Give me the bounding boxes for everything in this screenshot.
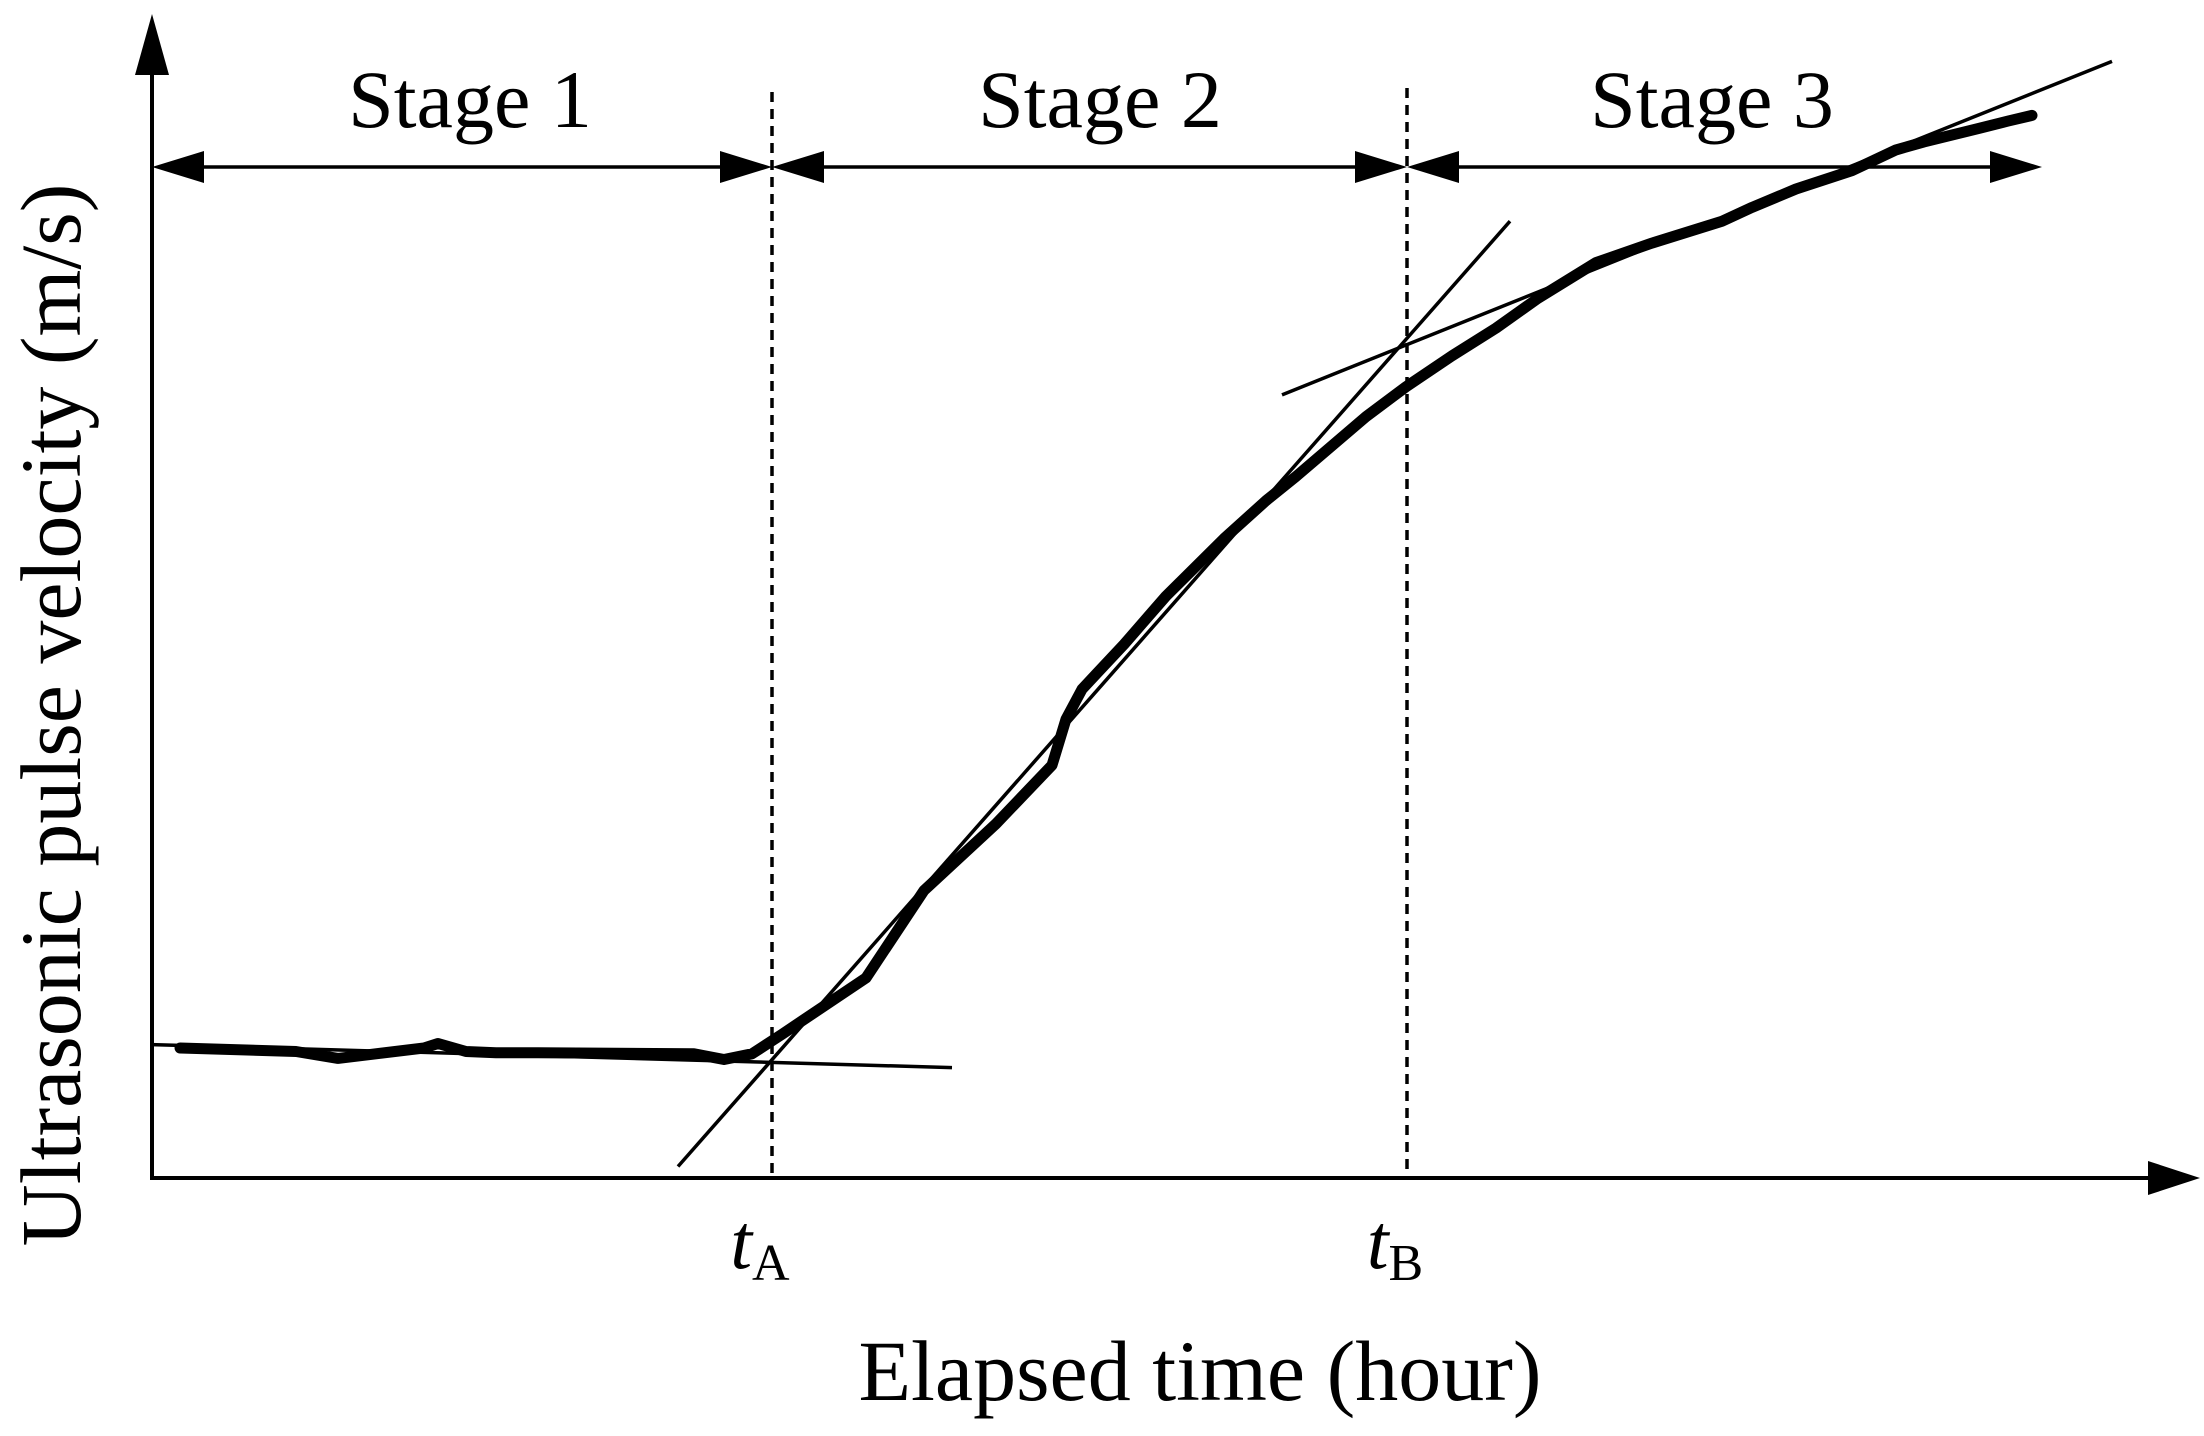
x-axis-arrow-icon (2148, 1161, 2200, 1195)
stage-3-label: Stage 3 (1590, 54, 1834, 145)
y-axis-title: Ultrasonic pulse velocity (m/s) (3, 184, 99, 1247)
fit-lines (151, 59, 2113, 1168)
stage-arrows (152, 151, 2042, 183)
stage-1-label: Stage 1 (348, 54, 592, 145)
x-tick-label-ta: tA (730, 1198, 790, 1292)
x-tick-label-tb: tB (1367, 1198, 1423, 1292)
stage-labels: Stage 1 Stage 2 Stage 3 (348, 54, 1834, 145)
y-axis-arrow-icon (135, 14, 169, 75)
stage-2-label: Stage 2 (978, 54, 1222, 145)
series-line (174, 109, 2038, 1065)
x-axis-title: Elapsed time (hour) (858, 1323, 1541, 1419)
